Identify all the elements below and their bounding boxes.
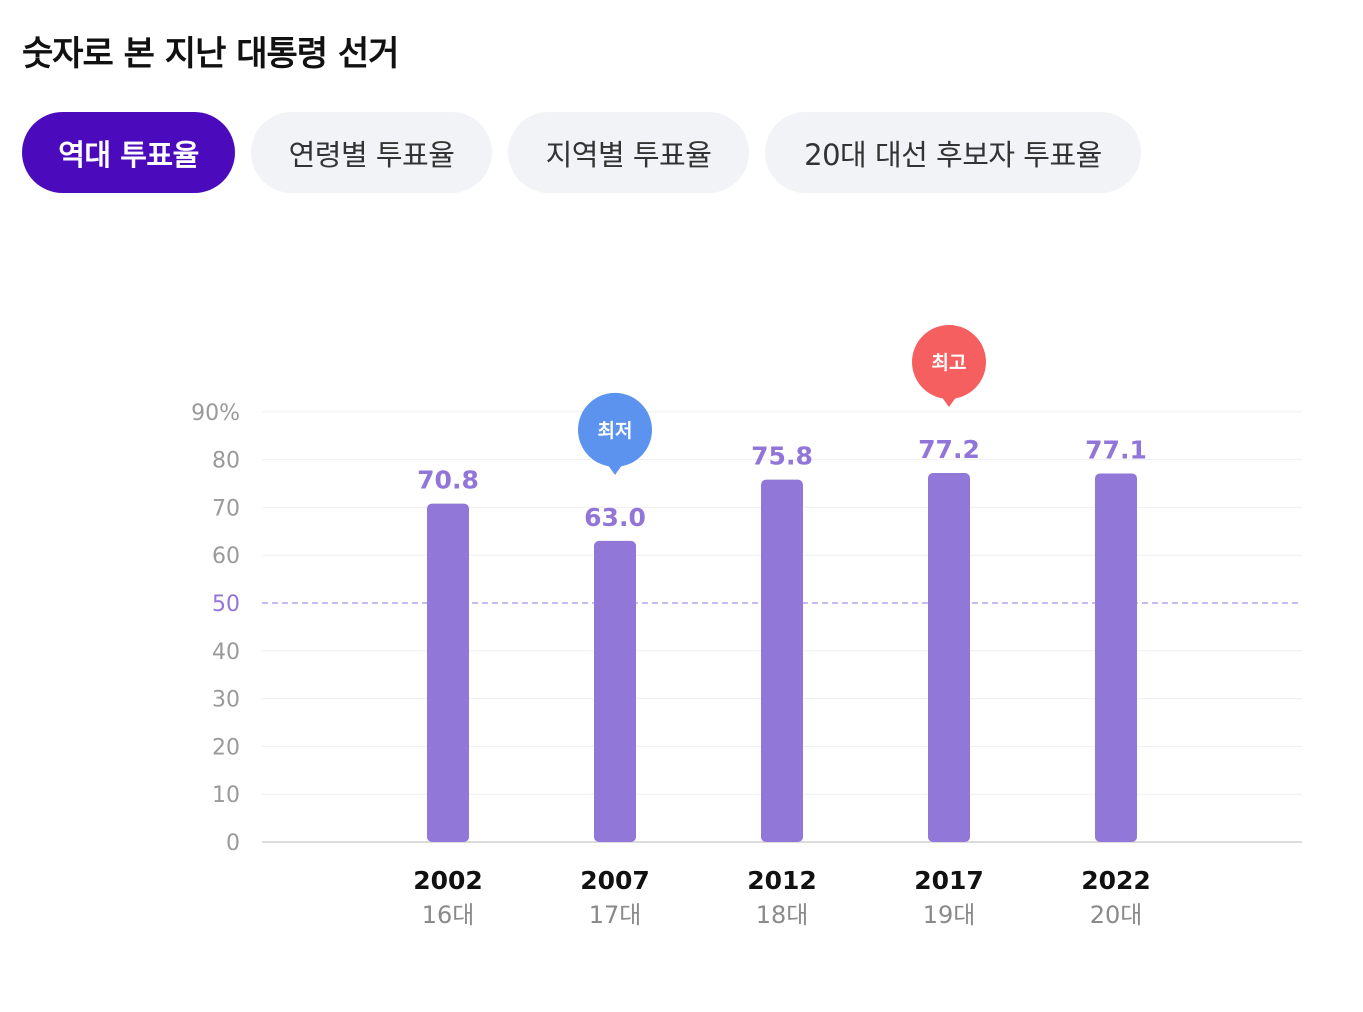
x-tick-label-term: 16대: [422, 901, 475, 929]
data-label: 77.2: [918, 435, 980, 464]
y-tick-label: 80: [212, 449, 240, 474]
bar: [928, 472, 970, 842]
bar: [761, 479, 803, 842]
x-tick-label-term: 17대: [589, 901, 642, 929]
data-label: 77.1: [1085, 435, 1147, 464]
data-label: 63.0: [584, 503, 646, 532]
x-tick-label-term: 19대: [923, 901, 976, 929]
x-tick-label-year: 2002: [413, 866, 483, 895]
tab-candidate-turnout[interactable]: 20대 대선 후보자 투표율: [765, 112, 1141, 193]
y-tick-label: 40: [212, 640, 240, 665]
x-tick-label-term: 20대: [1090, 901, 1143, 929]
annotation-badge-pointer: [941, 395, 957, 407]
data-label: 70.8: [417, 466, 479, 495]
annotation-badge-text: 최저: [598, 420, 633, 442]
annotation-badge-pointer: [607, 463, 623, 475]
x-tick-label-year: 2012: [747, 866, 817, 895]
y-tick-label: 30: [212, 688, 240, 713]
y-tick-label: 50: [212, 592, 240, 617]
y-tick-label: 10: [212, 783, 240, 808]
y-tick-label: 70: [212, 496, 240, 521]
bar: [594, 540, 636, 842]
data-label: 75.8: [751, 442, 813, 471]
x-tick-label-year: 2017: [914, 866, 984, 895]
annotation-badge: [912, 324, 986, 399]
x-tick-label-year: 2007: [580, 866, 650, 895]
y-tick-label: 90%: [191, 401, 240, 426]
bar: [1095, 473, 1137, 842]
page-title: 숫자로 본 지난 대통령 선거: [22, 34, 399, 74]
turnout-bar-chart: 0 10 20 30 40 50 60 70 80 90% 70.8 2002 16대 63.0 2007 1…: [191, 324, 1302, 929]
tab-turnout-by-region[interactable]: 지역별 투표율: [508, 112, 749, 193]
y-tick-label: 0: [226, 831, 240, 856]
y-tick-label: 60: [212, 544, 240, 569]
annotation-badge-text: 최고: [932, 352, 967, 374]
tab-turnout-by-age[interactable]: 연령별 투표율: [251, 112, 492, 193]
x-tick-label-year: 2022: [1081, 866, 1151, 895]
annotation-badge: [578, 392, 652, 467]
tab-historic-turnout[interactable]: 역대 투표율: [22, 112, 235, 193]
bar: [427, 503, 469, 842]
x-tick-label-term: 18대: [756, 901, 809, 929]
y-tick-label: 20: [212, 735, 240, 760]
